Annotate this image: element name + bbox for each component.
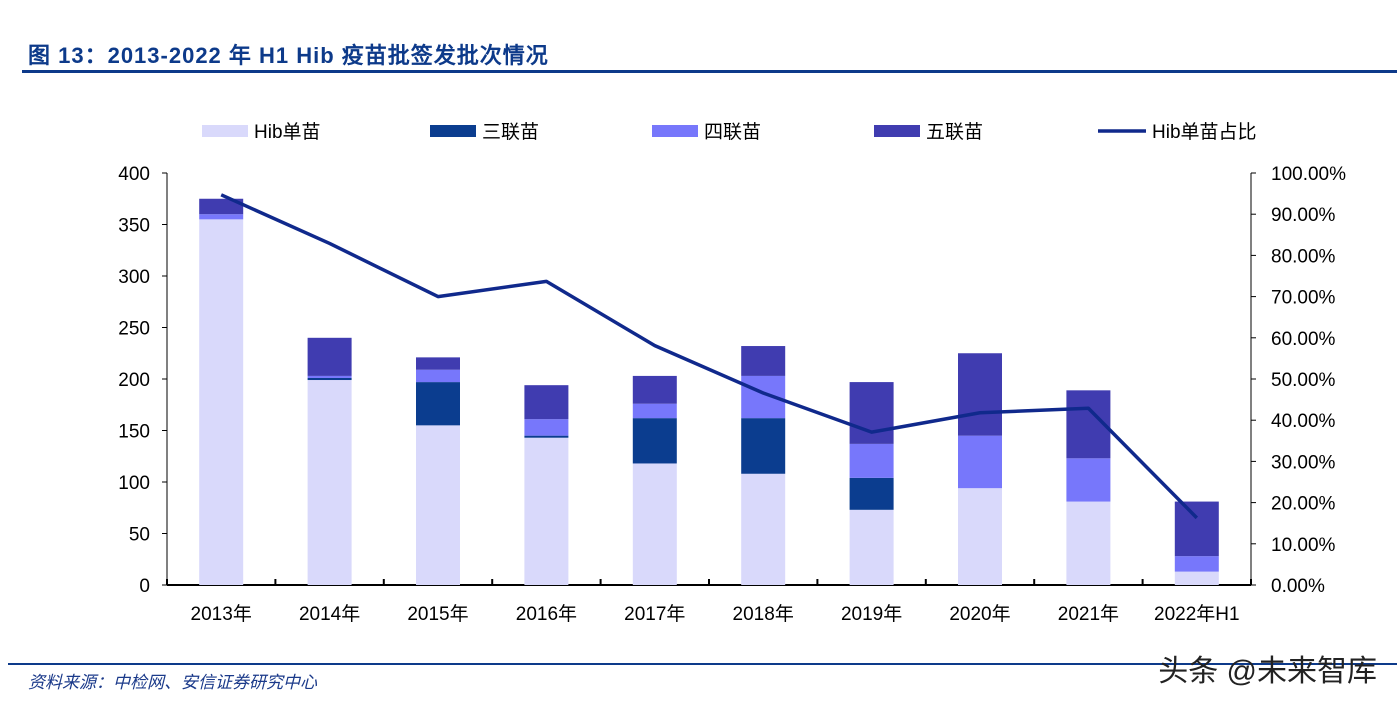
y-right-tick-label: 100.00% <box>1271 164 1346 185</box>
bar-segment <box>199 214 244 220</box>
x-tick-label: 2020年 <box>949 603 1010 625</box>
bar-segment <box>741 418 786 474</box>
bar-segment <box>741 346 786 376</box>
y-left-tick-label: 200 <box>118 370 150 391</box>
legend-swatch <box>202 125 248 137</box>
bar-segment <box>416 382 460 426</box>
x-tick-label: 2019年 <box>841 603 902 625</box>
x-tick-label: 2015年 <box>407 603 468 625</box>
bar-segment <box>958 435 1002 489</box>
y-right-tick-label: 80.00% <box>1271 246 1336 267</box>
footer-divider <box>8 663 1397 665</box>
y-left-tick-label: 150 <box>118 422 150 443</box>
bar-segment <box>849 509 894 585</box>
bar-segment <box>524 437 569 585</box>
bar-segment <box>741 473 786 585</box>
bar-segment <box>416 425 460 585</box>
bar-segment <box>1174 556 1219 572</box>
bar-segment <box>849 443 894 478</box>
y-right-tick-label: 20.00% <box>1271 494 1336 515</box>
x-tick-label: 2016年 <box>516 603 577 625</box>
legend-swatch <box>874 125 920 137</box>
y-right-tick-label: 60.00% <box>1271 329 1336 350</box>
title-divider <box>22 70 1397 73</box>
source-note: 资料来源：中检网、安信证券研究中心 <box>28 673 317 692</box>
legend-label: Hib单苗占比 <box>1152 121 1257 143</box>
legend-label: 五联苗 <box>926 121 983 143</box>
bar-segment <box>1066 458 1111 502</box>
bar-segment <box>849 382 894 444</box>
x-tick-label: 2021年 <box>1058 603 1119 625</box>
legend-label: 四联苗 <box>704 121 761 143</box>
bar-segment <box>1066 501 1111 585</box>
y-right-tick-label: 70.00% <box>1271 288 1336 309</box>
y-left-tick-label: 300 <box>118 267 150 288</box>
bar-segment <box>307 377 352 381</box>
bar-segment <box>307 380 352 585</box>
bar-segment <box>632 463 677 585</box>
y-left-tick-label: 100 <box>118 473 150 494</box>
bar-segment <box>632 418 677 464</box>
bar-segment <box>849 477 894 510</box>
bar-segment <box>416 369 460 383</box>
bar-segment <box>524 419 569 436</box>
legend-swatch <box>430 125 476 137</box>
bar-segment <box>1174 571 1219 585</box>
y-left-tick-label: 0 <box>139 576 150 597</box>
bar-segment <box>524 435 569 438</box>
y-right-tick-label: 50.00% <box>1271 370 1336 391</box>
line-series-hib-share <box>220 193 1199 520</box>
bar-segment <box>416 357 460 370</box>
bar-segment <box>958 488 1002 585</box>
figure-title: 图 13：2013-2022 年 H1 Hib 疫苗批签发批次情况 <box>28 43 549 68</box>
x-tick-label: 2022年H1 <box>1154 603 1240 625</box>
x-tick-label: 2013年 <box>191 603 252 625</box>
legend-label: 三联苗 <box>482 121 539 143</box>
bar-segment <box>1174 501 1219 557</box>
y-left-tick-label: 400 <box>118 164 150 185</box>
y-right-tick-label: 10.00% <box>1271 535 1336 556</box>
bar-segment <box>632 403 677 419</box>
y-right-tick-label: 0.00% <box>1271 576 1325 597</box>
watermark: 头条 @未来智库 <box>1158 655 1377 688</box>
legend-swatch <box>652 125 698 137</box>
x-tick-label: 2018年 <box>733 603 794 625</box>
bar-segment <box>524 385 569 420</box>
bar-segment <box>307 375 352 378</box>
y-left-tick-label: 250 <box>118 319 150 340</box>
bar-segment <box>632 375 677 404</box>
x-tick-label: 2014年 <box>299 603 360 625</box>
y-left-tick-label: 50 <box>129 525 150 546</box>
y-right-tick-label: 90.00% <box>1271 205 1336 226</box>
bar-segment <box>307 337 352 376</box>
y-right-tick-label: 40.00% <box>1271 411 1336 432</box>
bar-segment <box>958 353 1002 436</box>
x-tick-label: 2017年 <box>624 603 685 625</box>
legend-label: Hib单苗 <box>254 121 321 143</box>
bar-segment <box>199 198 244 215</box>
y-right-tick-label: 30.00% <box>1271 452 1336 473</box>
y-left-tick-label: 350 <box>118 216 150 237</box>
bar-segment <box>199 219 244 585</box>
